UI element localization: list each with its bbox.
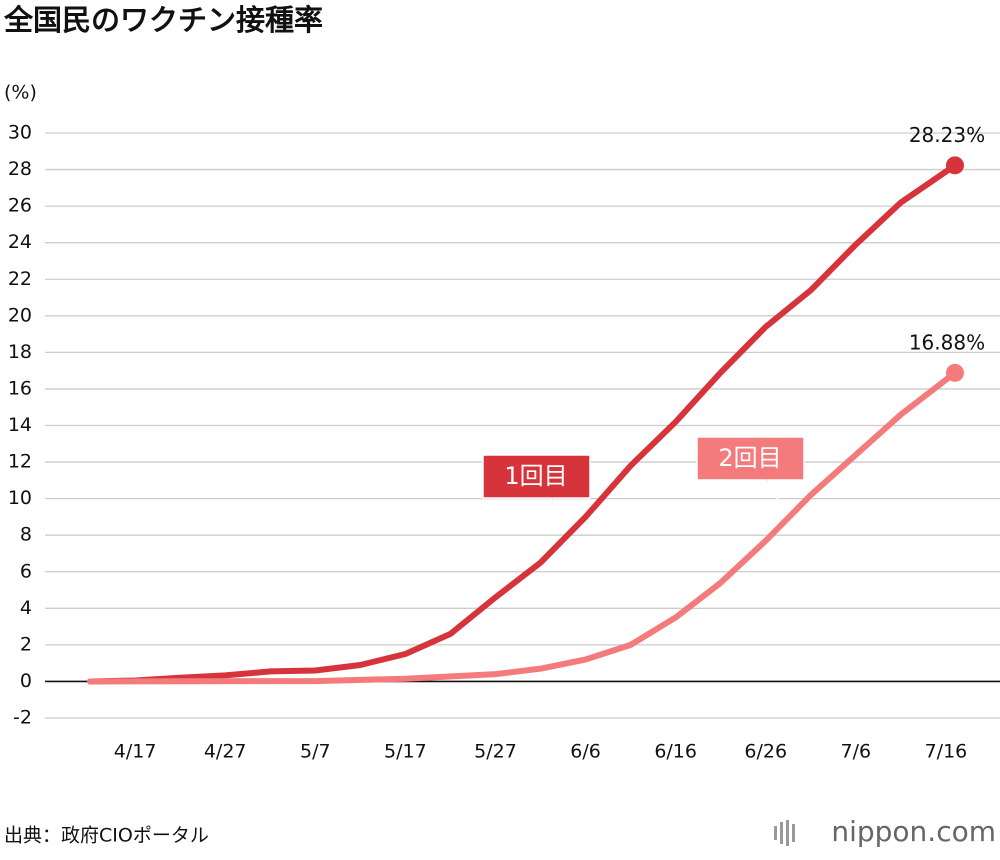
x-tick-label: 4/27 bbox=[204, 741, 247, 763]
x-tick-label: 5/17 bbox=[384, 741, 427, 763]
y-tick-label: 2 bbox=[20, 633, 32, 655]
x-tick-label: 6/6 bbox=[570, 741, 601, 763]
x-tick-label: 5/7 bbox=[300, 741, 331, 763]
y-tick-label: 0 bbox=[20, 670, 32, 692]
y-tick-label: 6 bbox=[20, 560, 32, 582]
x-tick-label: 6/16 bbox=[654, 741, 697, 763]
x-tick-label: 4/17 bbox=[114, 741, 157, 763]
value-label: 16.88% bbox=[909, 330, 985, 354]
chart-title: 全国民のワクチン接種率 bbox=[3, 3, 323, 37]
y-tick-label: 4 bbox=[20, 597, 32, 619]
y-tick-label: 16 bbox=[8, 377, 32, 399]
y-tick-label: 10 bbox=[8, 487, 32, 509]
y-tick-label: 28 bbox=[8, 158, 32, 180]
x-tick-label: 7/16 bbox=[925, 741, 968, 763]
end-marker bbox=[945, 363, 964, 382]
legend-label: 1回目 bbox=[504, 462, 567, 490]
y-tick-label: 18 bbox=[8, 341, 32, 363]
y-tick-label: -2 bbox=[13, 707, 32, 729]
y-tick-label: 30 bbox=[8, 122, 32, 144]
series-line bbox=[87, 369, 958, 685]
x-tick-label: 7/6 bbox=[841, 741, 872, 763]
y-tick-label: 22 bbox=[8, 268, 32, 290]
logo: nippon.com bbox=[831, 815, 996, 848]
series-line bbox=[87, 162, 958, 685]
legend-callout bbox=[696, 436, 805, 504]
y-tick-label: 12 bbox=[8, 451, 32, 473]
legend-label: 2回目 bbox=[718, 444, 781, 472]
legend-callout bbox=[482, 454, 591, 524]
y-unit: (%) bbox=[4, 82, 37, 104]
logo-icon bbox=[774, 820, 795, 846]
x-tick-label: 5/27 bbox=[474, 741, 517, 763]
y-tick-label: 20 bbox=[8, 304, 32, 326]
y-tick-label: 26 bbox=[8, 195, 32, 217]
source: 出典：政府CIOポータル bbox=[4, 825, 209, 847]
y-tick-label: 24 bbox=[8, 231, 32, 253]
y-tick-label: 14 bbox=[8, 414, 32, 436]
x-tick-label: 6/26 bbox=[744, 741, 787, 763]
value-label: 28.23% bbox=[909, 123, 985, 147]
end-marker bbox=[945, 156, 964, 175]
y-tick-label: 8 bbox=[20, 524, 32, 546]
